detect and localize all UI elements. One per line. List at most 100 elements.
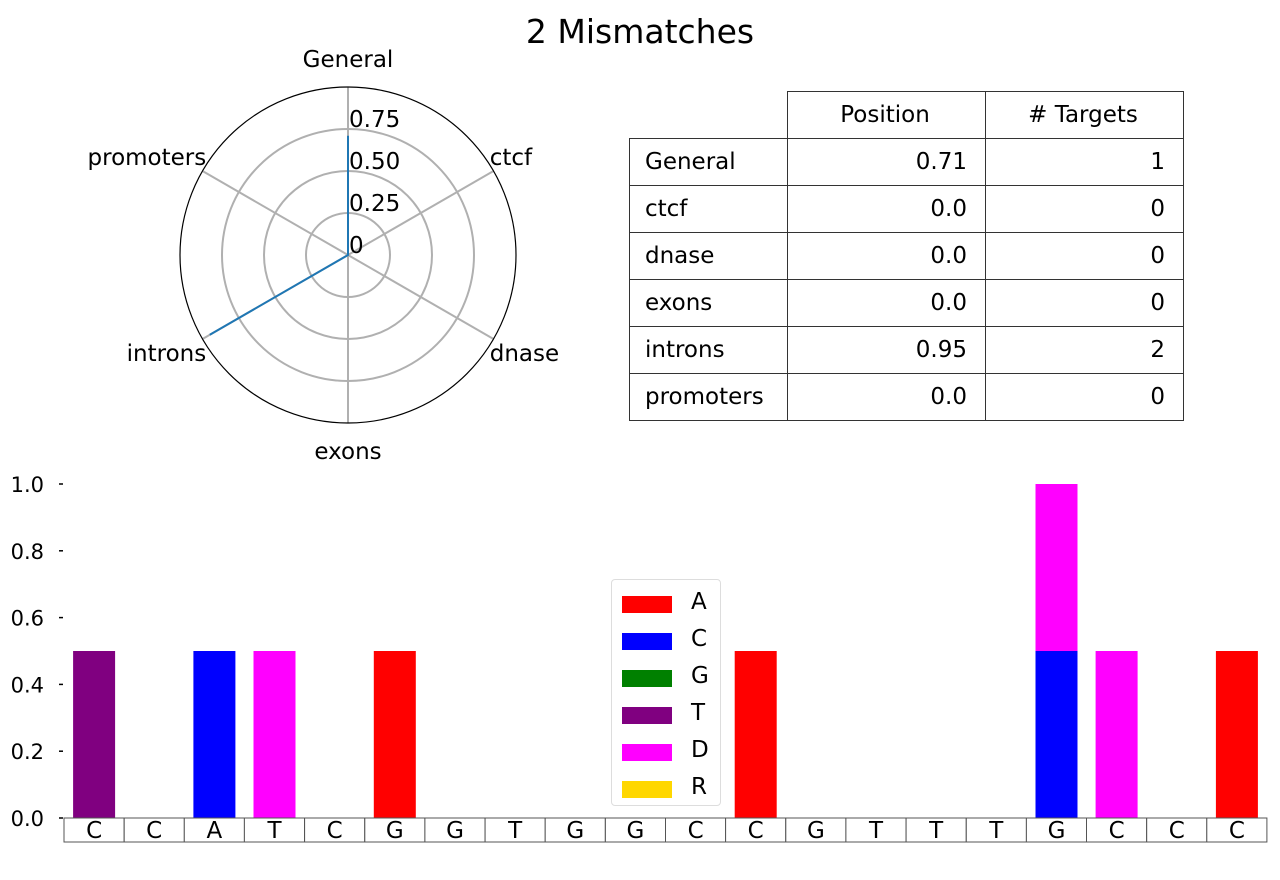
bar-segment-C	[1035, 651, 1078, 818]
x-category-cell	[364, 817, 426, 843]
x-category-label: C	[146, 818, 162, 844]
bar-segment-A	[1215, 651, 1258, 818]
row-label: promoters	[629, 373, 788, 421]
x-category-label: T	[266, 818, 282, 844]
row-label: introns	[629, 326, 788, 374]
bar-segment-D	[1035, 484, 1078, 651]
row-label: dnase	[629, 232, 788, 280]
x-category-label: T	[988, 818, 1004, 844]
radar-category-label: ctcf	[490, 145, 533, 171]
legend-swatch	[622, 744, 672, 761]
radar-category-label: General	[303, 47, 394, 73]
radar-category-label: exons	[314, 439, 381, 465]
radar-frame	[179, 86, 517, 424]
x-category-cell	[665, 817, 727, 843]
table-header-position: Position	[787, 91, 986, 139]
x-category-label: C	[1229, 818, 1245, 844]
radar-spoke	[202, 170, 349, 256]
x-category-label: C	[327, 818, 343, 844]
row-position: 0.0	[787, 373, 986, 421]
x-category-cell	[424, 817, 486, 843]
row-position: 0.0	[787, 279, 986, 327]
radar-spoke	[347, 170, 494, 256]
radar-category-label: dnase	[490, 341, 559, 367]
x-category-label: G	[386, 818, 404, 844]
table-row: ctcf 0.0 0	[629, 185, 1184, 233]
table-row: promoters 0.0 0	[629, 373, 1184, 421]
legend-label: R	[691, 774, 707, 800]
x-category-cell	[725, 817, 787, 843]
x-category-label: T	[928, 818, 944, 844]
row-label: ctcf	[629, 185, 788, 233]
radar-spoke	[347, 254, 494, 340]
radar-chart: 0 0.25 0.50 0.75 General ctcf dnase exons intron…	[88, 47, 560, 465]
legend-swatch	[622, 596, 672, 613]
chart-title: 2 Mismatches	[525, 12, 755, 51]
x-category-cell	[63, 817, 125, 843]
y-tick-label: 0.0	[11, 807, 44, 831]
x-category-label: G	[446, 818, 464, 844]
bar-segment-C	[193, 651, 236, 818]
x-category-cell	[304, 817, 366, 843]
bar-segment-A	[734, 651, 777, 818]
x-category-label: G	[807, 818, 825, 844]
y-tick-label: 0.8	[11, 540, 44, 564]
row-targets: 1	[985, 138, 1184, 186]
x-category-label: A	[207, 818, 223, 844]
row-label: exons	[629, 279, 788, 327]
bar-segment-A	[373, 651, 416, 818]
y-tick-label: 0.4	[11, 673, 44, 697]
legend-label: C	[691, 626, 708, 652]
x-category-label: C	[688, 818, 704, 844]
bar-segment-T	[73, 651, 116, 818]
table-header-corner	[629, 91, 788, 139]
x-category-cell	[905, 817, 967, 843]
legend-swatch	[622, 781, 672, 798]
row-position: 0.0	[787, 232, 986, 280]
y-tick-label: 0.2	[11, 740, 44, 764]
x-category-label: G	[566, 818, 584, 844]
x-category-cell	[183, 817, 245, 843]
x-category-cell	[544, 817, 606, 843]
legend-label: T	[691, 700, 706, 726]
radar-rtick-label: 0.25	[349, 191, 400, 217]
summary-table: Position # Targets General 0.71 1 ctcf 0…	[629, 91, 1184, 421]
radar-category-label: introns	[127, 341, 207, 367]
radar-series-line	[209, 135, 349, 336]
row-targets: 0	[985, 373, 1184, 421]
x-category-label: T	[507, 818, 523, 844]
legend-swatch	[622, 707, 672, 724]
legend-label: G	[691, 663, 709, 689]
row-targets: 2	[985, 326, 1184, 374]
x-category-cell	[1086, 817, 1148, 843]
x-category-cell	[243, 817, 305, 843]
radar-category-label: promoters	[88, 145, 207, 171]
x-category-label: C	[1169, 818, 1185, 844]
x-category-label: G	[1048, 818, 1066, 844]
y-tick-label: 0.6	[11, 607, 44, 631]
x-category-cell	[123, 817, 185, 843]
row-position: 0.71	[787, 138, 986, 186]
x-category-label: C	[1109, 818, 1125, 844]
radar-rtick-label: 0	[349, 233, 364, 259]
x-category-label: T	[868, 818, 884, 844]
table-row: dnase 0.0 0	[629, 232, 1184, 280]
bar-segment-D	[1095, 651, 1138, 818]
y-tick-label: 1.0	[11, 473, 44, 497]
legend-label: D	[691, 737, 709, 763]
legend-label: A	[691, 589, 707, 615]
x-category-label: G	[626, 818, 644, 844]
row-targets: 0	[985, 279, 1184, 327]
radar-rtick-label: 0.50	[349, 149, 400, 175]
row-label: General	[629, 138, 788, 186]
row-position: 0.95	[787, 326, 986, 374]
row-position: 0.0	[787, 185, 986, 233]
table-row: exons 0.0 0	[629, 279, 1184, 327]
x-category-label: C	[86, 818, 102, 844]
row-targets: 0	[985, 185, 1184, 233]
legend-swatch	[622, 633, 672, 650]
legend-swatch	[622, 670, 672, 687]
bar-segment-D	[253, 651, 296, 818]
x-category-label: C	[748, 818, 764, 844]
